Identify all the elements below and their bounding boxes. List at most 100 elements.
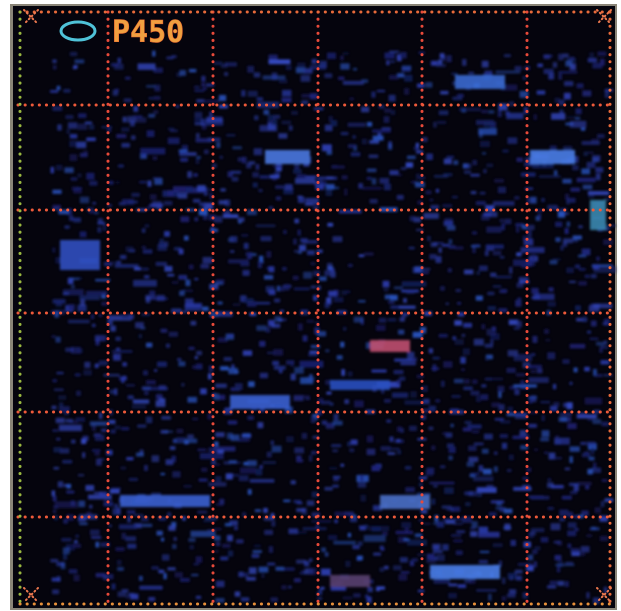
spot	[301, 198, 304, 201]
spot	[206, 117, 222, 123]
spot	[575, 305, 581, 311]
spot	[550, 260, 558, 264]
spot	[349, 448, 354, 452]
spot	[77, 187, 83, 189]
spot	[456, 550, 463, 555]
spot	[548, 302, 556, 307]
spot	[418, 590, 424, 592]
spot	[112, 350, 132, 353]
spot	[164, 266, 172, 272]
spot	[479, 266, 488, 272]
spot	[542, 415, 545, 421]
spot	[433, 357, 440, 360]
spot	[389, 95, 396, 102]
spot	[401, 522, 411, 528]
spot	[68, 304, 75, 310]
spot	[437, 121, 446, 124]
spot	[74, 540, 77, 543]
spot	[348, 371, 353, 376]
spot	[479, 527, 488, 533]
spot	[548, 507, 554, 510]
spot	[196, 158, 200, 164]
spot	[196, 596, 201, 599]
spot	[591, 447, 594, 454]
spot	[56, 165, 62, 171]
spot	[570, 446, 580, 451]
spot	[427, 236, 431, 241]
spot	[126, 596, 129, 599]
spot	[178, 193, 187, 199]
spot	[228, 368, 238, 374]
spot	[64, 167, 73, 173]
spot	[63, 519, 68, 524]
spot	[447, 55, 452, 62]
spot	[333, 479, 339, 482]
spot	[52, 335, 56, 337]
spot	[582, 249, 591, 256]
spot	[258, 261, 262, 268]
spot	[391, 110, 395, 115]
spot	[452, 81, 455, 85]
spot	[325, 487, 333, 491]
spot	[534, 449, 538, 451]
spot	[187, 171, 192, 178]
spot	[53, 511, 56, 513]
spot	[121, 127, 129, 131]
spot	[327, 263, 332, 270]
spot	[427, 554, 435, 560]
spot	[180, 578, 190, 582]
spot	[441, 381, 445, 387]
spot	[57, 124, 61, 130]
spot	[584, 367, 590, 371]
spot	[587, 162, 596, 168]
spot	[283, 230, 286, 234]
spot	[288, 586, 291, 589]
spot	[528, 365, 542, 369]
spot	[227, 535, 233, 541]
spot	[294, 367, 304, 374]
spot	[483, 169, 486, 173]
spot	[453, 539, 462, 542]
spot	[494, 466, 498, 472]
spot	[291, 111, 298, 115]
spot	[250, 479, 274, 483]
spot	[476, 296, 483, 301]
spot	[172, 544, 176, 549]
spot	[73, 544, 81, 548]
spot	[243, 270, 250, 276]
spot	[363, 187, 382, 190]
spot	[66, 129, 70, 134]
spot	[372, 370, 387, 373]
spot	[449, 245, 456, 248]
spot	[146, 85, 155, 87]
spot	[298, 230, 301, 236]
spot	[236, 539, 243, 543]
spot	[324, 73, 332, 78]
spot	[95, 452, 100, 456]
spot	[61, 563, 66, 570]
spot	[188, 538, 195, 542]
spot	[58, 481, 63, 487]
spot	[372, 465, 381, 471]
spot	[337, 355, 343, 359]
spot	[92, 324, 95, 327]
spot	[286, 436, 294, 442]
spot	[439, 334, 448, 338]
spot	[591, 321, 597, 327]
spot	[56, 418, 65, 423]
spot	[514, 327, 520, 329]
spot	[453, 160, 458, 165]
spot	[312, 59, 317, 64]
spot	[275, 316, 282, 322]
spot	[272, 73, 278, 77]
spot	[435, 399, 440, 402]
spot	[431, 242, 437, 246]
spot	[541, 537, 549, 542]
spot	[495, 276, 512, 278]
spot	[515, 413, 527, 419]
spot	[86, 173, 94, 180]
spot	[228, 421, 237, 425]
spot	[164, 431, 173, 433]
spot	[86, 138, 96, 142]
bright-spot	[370, 340, 410, 352]
